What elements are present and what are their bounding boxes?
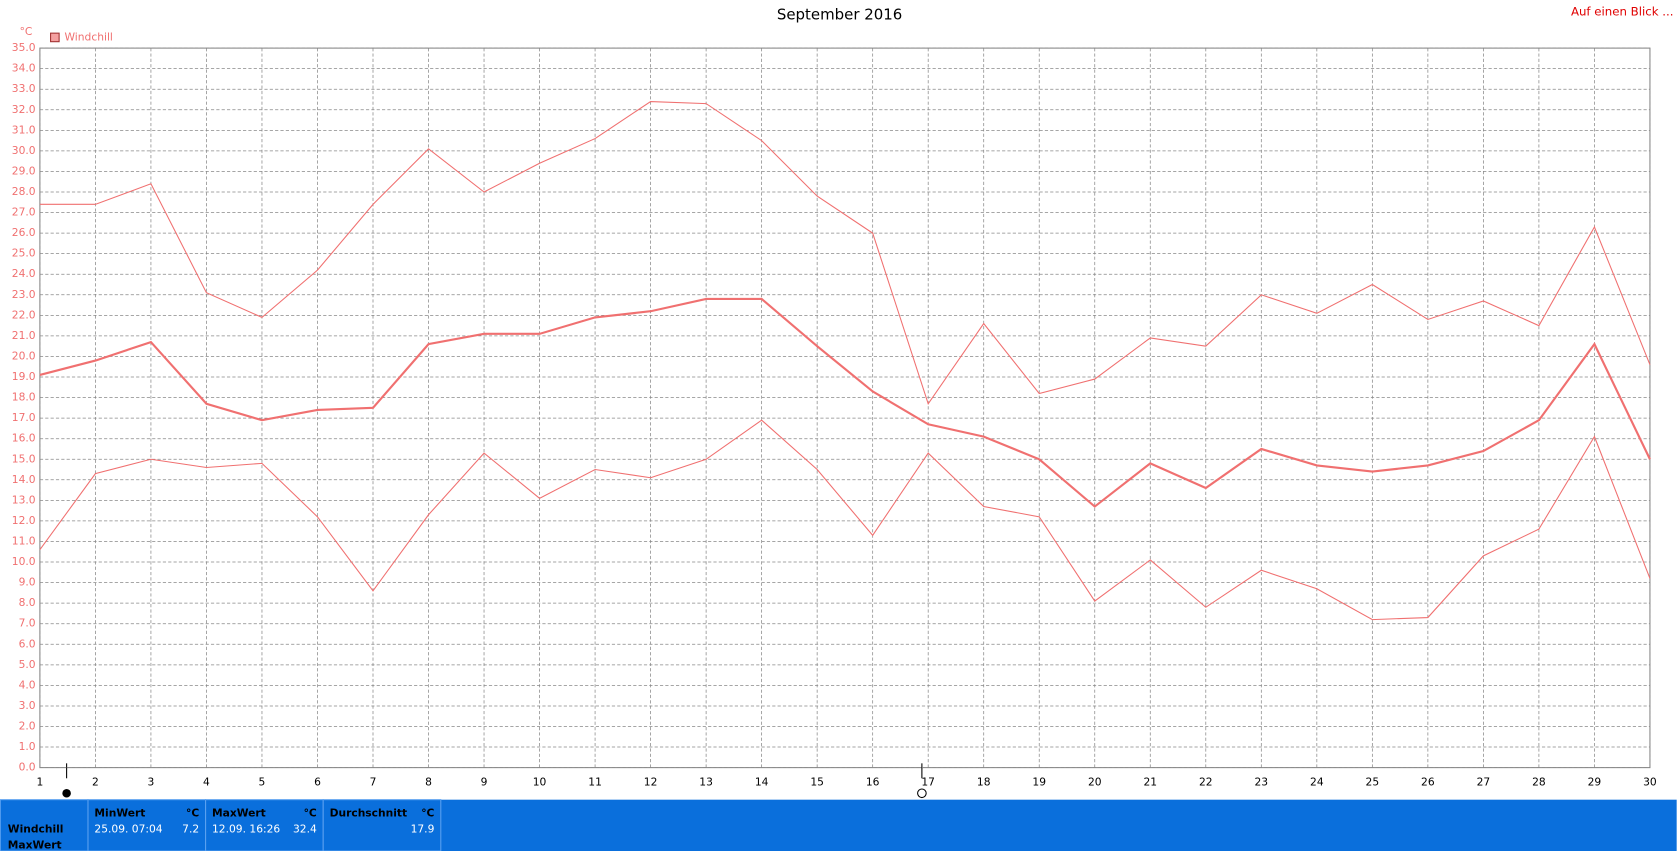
- y-tick-label: 30.0: [12, 144, 36, 157]
- x-tick-label: 16: [866, 776, 880, 789]
- x-tick-label: 4: [203, 776, 210, 789]
- column-date: 12.09. 16:26: [212, 823, 280, 836]
- x-tick-label: 15: [810, 776, 824, 789]
- range-marker: [917, 788, 927, 799]
- top-link[interactable]: Auf einen Blick ...: [1571, 4, 1674, 18]
- series-line: [39, 101, 1651, 405]
- y-tick-label: 26.0: [12, 226, 36, 239]
- y-tick-label: 9.0: [19, 576, 36, 589]
- x-tick-label: 5: [259, 776, 266, 789]
- x-tick-label: 28: [1532, 776, 1546, 789]
- y-tick-label: 24.0: [12, 267, 36, 280]
- x-tick-label: 27: [1477, 776, 1491, 789]
- y-tick-label: 19.0: [12, 370, 36, 383]
- y-tick-label: 33.0: [12, 82, 36, 95]
- y-tick-label: 7.0: [19, 617, 36, 630]
- x-tick-label: 1: [36, 776, 43, 789]
- x-tick-label: 17: [921, 776, 935, 789]
- column-value: 32.4: [293, 823, 317, 836]
- x-tick-label: 8: [425, 776, 432, 789]
- y-tick-label: 23.0: [12, 288, 36, 301]
- y-tick-label: 22.0: [12, 308, 36, 321]
- y-tick-label: 34.0: [12, 62, 36, 75]
- x-tick-label: 2: [92, 776, 99, 789]
- y-tick-label: 15.0: [12, 452, 36, 465]
- summary-cell: [322, 799, 442, 851]
- x-tick-label: 29: [1588, 776, 1602, 789]
- x-tick-label: 24: [1310, 776, 1324, 789]
- y-tick-label: 21.0: [12, 329, 36, 342]
- x-tick-label: 22: [1199, 776, 1213, 789]
- row-label: MaxWert: [8, 839, 62, 851]
- y-tick-label: 4.0: [19, 678, 36, 691]
- y-tick-label: 29.0: [12, 164, 36, 177]
- legend-swatch: [50, 32, 60, 43]
- x-tick-label: 14: [755, 776, 769, 789]
- x-tick-label: 23: [1255, 776, 1269, 789]
- x-tick-label: 26: [1421, 776, 1435, 789]
- y-tick-label: 16.0: [12, 432, 36, 445]
- series-line: [39, 419, 1651, 621]
- x-tick-label: 21: [1143, 776, 1157, 789]
- x-tick-label: 9: [481, 776, 488, 789]
- x-tick-label: 30: [1643, 776, 1657, 789]
- column-unit: °C: [304, 807, 317, 820]
- range-marker: [62, 788, 71, 798]
- x-tick-label: 11: [588, 776, 602, 789]
- x-tick-label: 19: [1032, 776, 1046, 789]
- y-tick-label: 12.0: [12, 514, 36, 527]
- y-tick-label: 25.0: [12, 247, 36, 260]
- legend-label: Windchill: [64, 30, 112, 43]
- y-tick-label: 28.0: [12, 185, 36, 198]
- y-tick-label: 2.0: [19, 719, 36, 732]
- x-tick-label: 10: [533, 776, 547, 789]
- y-tick-label: 6.0: [19, 637, 36, 650]
- column-value: 7.2: [182, 823, 199, 836]
- x-tick-label: 6: [314, 776, 321, 789]
- column-header: Durchschnitt: [330, 807, 407, 820]
- column-header: MaxWert: [212, 807, 266, 820]
- column-unit: °C: [186, 807, 199, 820]
- y-tick-label: 10.0: [12, 555, 36, 568]
- y-tick-label: 11.0: [12, 534, 36, 547]
- y-tick-label: 0.0: [19, 761, 36, 774]
- x-tick-label: 25: [1366, 776, 1380, 789]
- y-tick-label: 35.0: [12, 41, 36, 54]
- y-tick-label: 5.0: [19, 658, 36, 671]
- column-date: 25.09. 07:04: [94, 823, 162, 836]
- y-tick-label: 17.0: [12, 411, 36, 424]
- x-tick-label: 13: [699, 776, 713, 789]
- x-tick-label: 3: [148, 776, 155, 789]
- row-label: Windchill: [8, 823, 64, 836]
- column-value: 17.9: [411, 823, 435, 836]
- y-tick-label: 18.0: [12, 391, 36, 404]
- y-tick-label: 31.0: [12, 123, 36, 136]
- column-header: MinWert: [94, 807, 145, 820]
- chart-title: September 2016: [777, 5, 902, 23]
- series-line: [39, 297, 1651, 508]
- x-tick-label: 7: [370, 776, 377, 789]
- x-tick-label: 18: [977, 776, 991, 789]
- x-tick-label: 20: [1088, 776, 1102, 789]
- x-tick-label: 12: [644, 776, 658, 789]
- y-tick-label: 14.0: [12, 473, 36, 486]
- y-tick-label: 1.0: [19, 740, 36, 753]
- y-tick-label: 27.0: [12, 206, 36, 219]
- y-tick-label: 8.0: [19, 596, 36, 609]
- y-tick-label: 13.0: [12, 493, 36, 506]
- y-unit: °C: [20, 25, 33, 38]
- summary-cell: [0, 799, 89, 851]
- summary-cell: [205, 799, 324, 851]
- column-unit: °C: [421, 807, 434, 820]
- y-tick-label: 20.0: [12, 349, 36, 362]
- y-tick-label: 32.0: [12, 103, 36, 116]
- y-tick-label: 3.0: [19, 699, 36, 712]
